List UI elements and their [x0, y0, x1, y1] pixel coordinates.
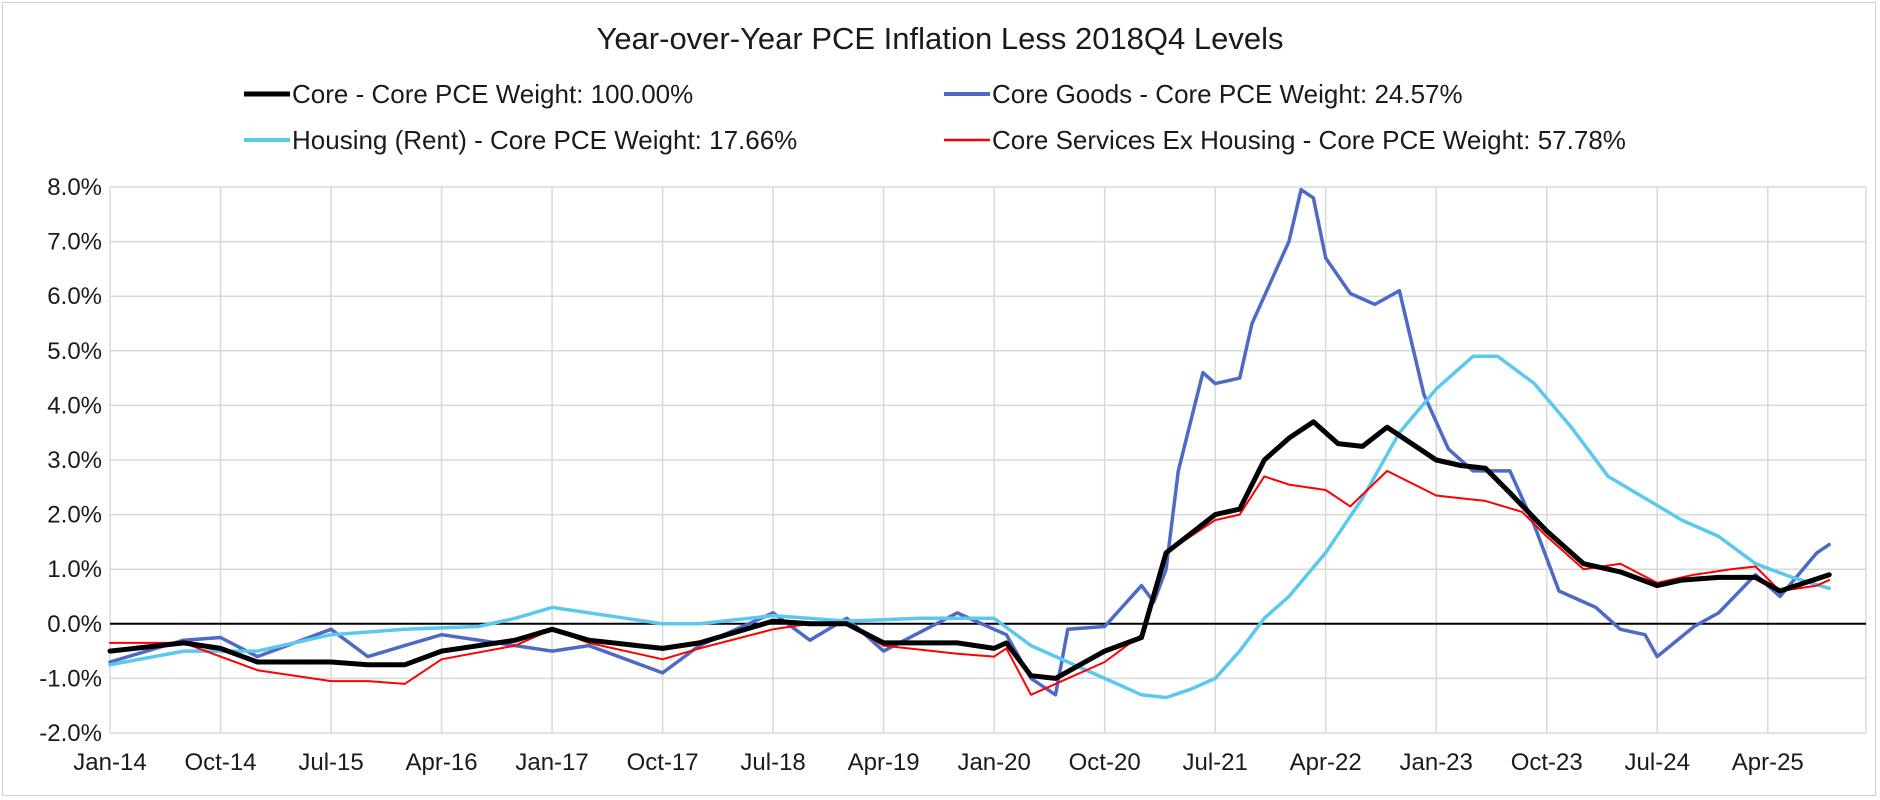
x-tick-label: Oct-23: [1511, 749, 1583, 776]
legend-label-core: Core - Core PCE Weight: 100.00%: [292, 79, 693, 109]
x-axis-tick-labels: Jan-14 Oct-14 Jul-15 Apr-16 Jan-17 Oct-17 Jul-…: [73, 749, 1803, 776]
plot-grid: [109, 186, 1867, 734]
x-tick-label: Jan-17: [515, 749, 588, 776]
y-axis-tick-labels: 8.0% 7.0% 6.0% 5.0% 4.0% 3.0% 2.0% 1.0% 0.0% -1.0…: [39, 174, 102, 747]
legend-label-services-ex-housing: Core Services Ex Housing - Core PCE Weig…: [992, 125, 1626, 155]
legend: Core - Core PCE Weight: 100.00% Core Goo…: [244, 79, 1626, 155]
legend-label-core-goods: Core Goods - Core PCE Weight: 24.57%: [992, 79, 1463, 109]
x-tick-label: Jul-24: [1625, 749, 1690, 776]
x-tick-label: Jul-18: [740, 749, 805, 776]
y-tick-label: 2.0%: [47, 502, 102, 529]
y-tick-label: -2.0%: [39, 720, 102, 747]
y-tick-label: 8.0%: [47, 174, 102, 201]
y-tick-label: 5.0%: [47, 338, 102, 365]
y-tick-label: 1.0%: [47, 556, 102, 583]
y-tick-label: 7.0%: [47, 229, 102, 256]
x-tick-label: Jan-14: [73, 749, 146, 776]
x-tick-label: Apr-22: [1290, 749, 1362, 776]
x-tick-label: Oct-17: [627, 749, 699, 776]
legend-item-core[interactable]: Core - Core PCE Weight: 100.00%: [244, 79, 693, 109]
x-tick-label: Jul-21: [1182, 749, 1247, 776]
chart-title: Year-over-Year PCE Inflation Less 2018Q4…: [596, 21, 1283, 56]
x-tick-label: Apr-16: [406, 749, 478, 776]
series-line-core-goods: [108, 187, 1831, 697]
x-tick-label: Apr-25: [1732, 749, 1804, 776]
x-tick-label: Oct-14: [185, 749, 257, 776]
y-tick-label: 4.0%: [47, 392, 102, 419]
y-tick-label: 0.0%: [47, 611, 102, 638]
legend-item-core-goods[interactable]: Core Goods - Core PCE Weight: 24.57%: [944, 79, 1463, 109]
series-lines: [107, 187, 1832, 700]
y-tick-label: 6.0%: [47, 283, 102, 310]
x-tick-label: Apr-19: [848, 749, 920, 776]
y-tick-label: 3.0%: [47, 447, 102, 474]
x-tick-label: Jan-23: [1400, 749, 1473, 776]
series-line-core-services-ex-housing: [109, 469, 1831, 696]
x-tick-label: Oct-20: [1069, 749, 1141, 776]
x-tick-label: Jan-20: [957, 749, 1030, 776]
series-line-housing-rent: [108, 354, 1831, 700]
legend-label-housing: Housing (Rent) - Core PCE Weight: 17.66%: [292, 125, 797, 155]
legend-item-housing[interactable]: Housing (Rent) - Core PCE Weight: 17.66%: [244, 125, 797, 155]
legend-item-services-ex-housing[interactable]: Core Services Ex Housing - Core PCE Weig…: [944, 125, 1626, 155]
x-tick-label: Jul-15: [298, 749, 363, 776]
y-tick-label: -1.0%: [39, 665, 102, 692]
series-line-core: [107, 419, 1832, 681]
